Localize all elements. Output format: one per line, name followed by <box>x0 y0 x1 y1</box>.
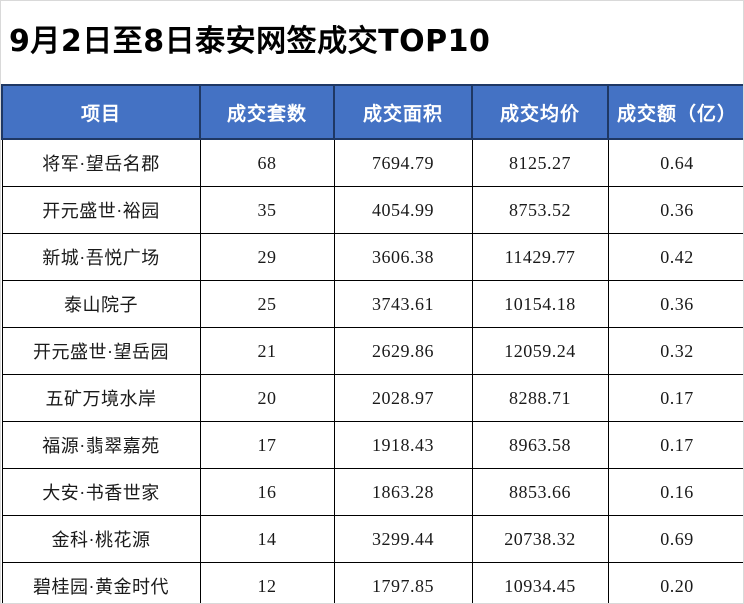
table-row: 五矿万境水岸 20 2028.97 8288.71 0.17 <box>1 374 743 422</box>
avg-price-cell: 8753.52 <box>471 186 609 234</box>
units-cell: 12 <box>199 562 335 603</box>
area-cell: 4054.99 <box>333 186 473 234</box>
column-header-amount: 成交额（亿） <box>607 84 743 140</box>
table-row: 福源·翡翠嘉苑 17 1918.43 8963.58 0.17 <box>1 421 743 469</box>
project-name-cell: 福源·翡翠嘉苑 <box>1 421 201 469</box>
project-name-cell: 五矿万境水岸 <box>1 374 201 422</box>
units-cell: 14 <box>199 515 335 563</box>
avg-price-cell: 11429.77 <box>471 233 609 281</box>
project-name-cell: 新城·吾悦广场 <box>1 233 201 281</box>
units-cell: 35 <box>199 186 335 234</box>
table-row: 新城·吾悦广场 29 3606.38 11429.77 0.42 <box>1 233 743 281</box>
units-cell: 21 <box>199 327 335 375</box>
table-row: 泰山院子 25 3743.61 10154.18 0.36 <box>1 280 743 328</box>
area-cell: 1863.28 <box>333 468 473 516</box>
amount-cell: 0.64 <box>607 138 743 187</box>
table-row: 大安·书香世家 16 1863.28 8853.66 0.16 <box>1 468 743 516</box>
area-cell: 3606.38 <box>333 233 473 281</box>
project-name-cell: 大安·书香世家 <box>1 468 201 516</box>
project-name-cell: 开元盛世·裕园 <box>1 186 201 234</box>
area-cell: 1797.85 <box>333 562 473 603</box>
project-name-cell: 将军·望岳名郡 <box>1 138 201 187</box>
avg-price-cell: 20738.32 <box>471 515 609 563</box>
units-cell: 68 <box>199 138 335 187</box>
avg-price-cell: 12059.24 <box>471 327 609 375</box>
transactions-table: 项目 成交套数 成交面积 成交均价 成交额（亿） 将军·望岳名郡 68 7694… <box>1 84 743 603</box>
title-bar: 9月2日至8日泰安网签成交TOP10 <box>1 1 743 84</box>
amount-cell: 0.69 <box>607 515 743 563</box>
area-cell: 3743.61 <box>333 280 473 328</box>
avg-price-cell: 8963.58 <box>471 421 609 469</box>
avg-price-cell: 8125.27 <box>471 138 609 187</box>
avg-price-cell: 8853.66 <box>471 468 609 516</box>
table-row: 开元盛世·望岳园 21 2629.86 12059.24 0.32 <box>1 327 743 375</box>
area-cell: 2629.86 <box>333 327 473 375</box>
project-name-cell: 泰山院子 <box>1 280 201 328</box>
area-cell: 7694.79 <box>333 138 473 187</box>
table-row: 碧桂园·黄金时代 12 1797.85 10934.45 0.20 <box>1 562 743 603</box>
project-name-cell: 碧桂园·黄金时代 <box>1 562 201 603</box>
project-name-cell: 金科·桃花源 <box>1 515 201 563</box>
column-header-project: 项目 <box>1 84 201 140</box>
table-header: 项目 成交套数 成交面积 成交均价 成交额（亿） <box>1 84 743 140</box>
units-cell: 16 <box>199 468 335 516</box>
amount-cell: 0.32 <box>607 327 743 375</box>
table-body: 将军·望岳名郡 68 7694.79 8125.27 0.64 开元盛世·裕园 … <box>1 138 743 603</box>
amount-cell: 0.16 <box>607 468 743 516</box>
amount-cell: 0.17 <box>607 421 743 469</box>
units-cell: 20 <box>199 374 335 422</box>
avg-price-cell: 10934.45 <box>471 562 609 603</box>
area-cell: 3299.44 <box>333 515 473 563</box>
column-header-area: 成交面积 <box>333 84 473 140</box>
table-row: 开元盛世·裕园 35 4054.99 8753.52 0.36 <box>1 186 743 234</box>
amount-cell: 0.36 <box>607 186 743 234</box>
units-cell: 25 <box>199 280 335 328</box>
column-header-avg-price: 成交均价 <box>471 84 609 140</box>
area-cell: 1918.43 <box>333 421 473 469</box>
header-row: 项目 成交套数 成交面积 成交均价 成交额（亿） <box>1 84 743 140</box>
amount-cell: 0.20 <box>607 562 743 603</box>
amount-cell: 0.36 <box>607 280 743 328</box>
amount-cell: 0.17 <box>607 374 743 422</box>
avg-price-cell: 10154.18 <box>471 280 609 328</box>
units-cell: 29 <box>199 233 335 281</box>
column-header-units: 成交套数 <box>199 84 335 140</box>
area-cell: 2028.97 <box>333 374 473 422</box>
avg-price-cell: 8288.71 <box>471 374 609 422</box>
units-cell: 17 <box>199 421 335 469</box>
table-row: 金科·桃花源 14 3299.44 20738.32 0.69 <box>1 515 743 563</box>
amount-cell: 0.42 <box>607 233 743 281</box>
project-name-cell: 开元盛世·望岳园 <box>1 327 201 375</box>
table-row: 将军·望岳名郡 68 7694.79 8125.27 0.64 <box>1 138 743 187</box>
page-title: 9月2日至8日泰安网签成交TOP10 <box>9 24 491 59</box>
